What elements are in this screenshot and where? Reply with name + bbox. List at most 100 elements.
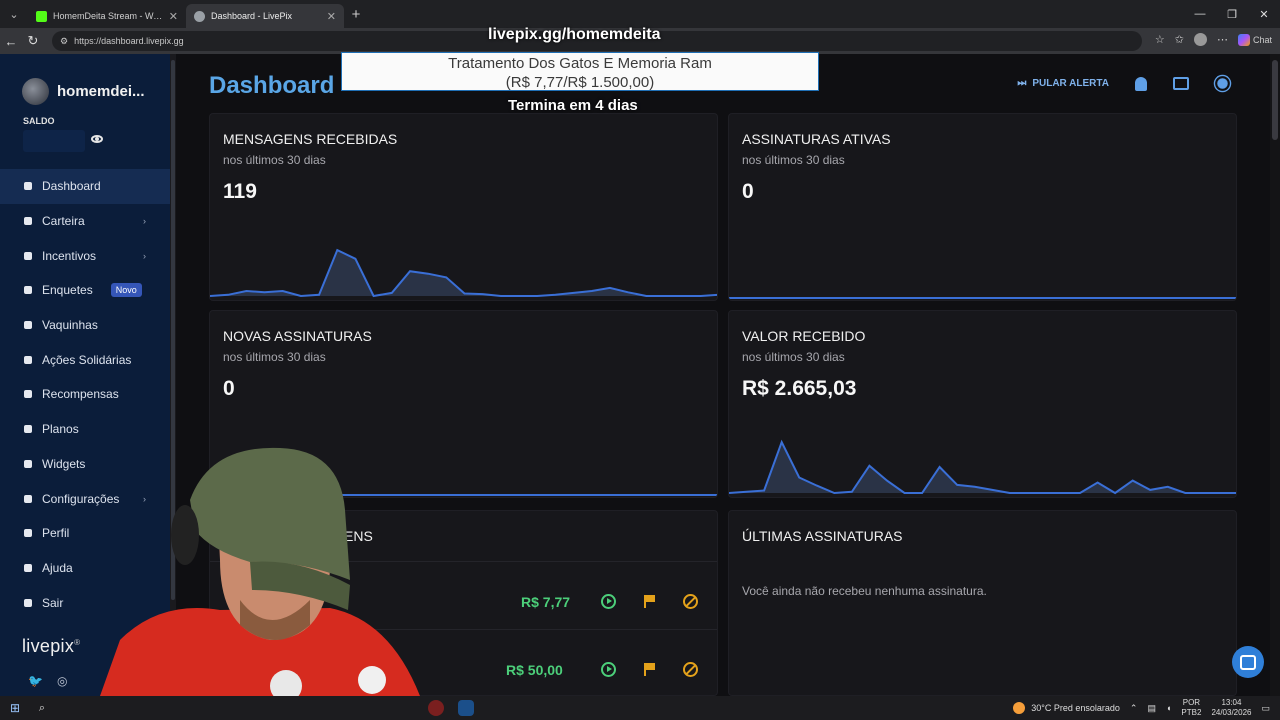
webcam-cap <box>190 447 350 580</box>
app-obs-icon[interactable] <box>428 700 444 716</box>
sidebar-item-gift[interactable]: Recompensas <box>0 377 170 412</box>
url-field[interactable]: ⚙ https://dashboard.livepix.gg <box>52 31 1142 51</box>
tray-chevron-icon[interactable]: ⌃ <box>1129 702 1138 713</box>
page-title: Dashboard <box>209 72 335 99</box>
balance-hidden-value <box>23 130 85 152</box>
weather-sun-icon <box>1013 702 1026 714</box>
chat-label: Chat <box>1252 34 1272 45</box>
sidebar-item-gear[interactable]: Configurações › <box>0 481 170 516</box>
flag-icon[interactable] <box>644 663 655 676</box>
message-amount: R$ 50,00 <box>506 662 563 678</box>
copilot-icon <box>1237 33 1250 46</box>
webcam-shirt <box>100 608 420 696</box>
card-active-subscriptions: ASSINATURAS ATIVAS nos últimos 30 dias 0 <box>728 113 1237 301</box>
empty-state-text: Você ainda não recebeu nenhuma assinatur… <box>742 584 987 598</box>
sidebar-item-widgets[interactable]: Widgets <box>0 447 170 482</box>
card-subtitle: nos últimos 30 dias <box>223 350 326 364</box>
sidebar-item-user[interactable]: Perfil <box>0 516 170 551</box>
clock-time: 13:04 <box>1221 698 1242 707</box>
sidebar-scrollbar[interactable] <box>170 54 176 696</box>
copilot-chat-button[interactable]: Chat <box>1237 33 1272 46</box>
logout-icon <box>24 598 32 607</box>
tab-homemdeita-stream[interactable]: HomemDeita Stream - Watch Live ✕ <box>28 4 186 28</box>
sidebar-item-help[interactable]: Ajuda <box>0 551 170 586</box>
card-value-received: VALOR RECEBIDO nos últimos 30 dias R$ 2.… <box>728 310 1237 498</box>
sidebar-item-dashboard[interactable]: Dashboard <box>0 169 170 204</box>
sidebar-item-piggy-bank[interactable]: Vaquinhas <box>0 308 170 343</box>
close-icon[interactable]: ✕ <box>168 10 178 23</box>
instagram-icon[interactable]: ◎ <box>56 674 68 688</box>
eye-icon[interactable] <box>91 135 103 143</box>
favorite-star-icon[interactable]: ☆ <box>1154 34 1165 46</box>
close-icon[interactable]: ✕ <box>326 10 336 23</box>
tray-volume-icon[interactable]: ◖ <box>1165 703 1172 713</box>
notification-icon[interactable]: ▭ <box>1261 702 1270 713</box>
card-latest-subscriptions: ÚLTIMAS ASSINATURAS Você ainda não receb… <box>728 510 1237 696</box>
profile-avatar-icon[interactable] <box>1193 33 1207 46</box>
tab-dashboard-livepix[interactable]: Dashboard - LivePix ✕ <box>186 4 344 28</box>
collections-icon[interactable]: ✩ <box>1174 34 1184 46</box>
theme-sun-icon[interactable] <box>1217 78 1228 89</box>
card-title: MENSAGENS RECEBIDAS <box>223 131 398 147</box>
card-messages: MENSAGENS RECEBIDAS nos últimos 30 dias … <box>209 113 718 301</box>
site-info-icon[interactable]: ⚙ <box>60 35 69 46</box>
sidebar-item-label: Configurações <box>42 491 120 506</box>
tray-network-icon[interactable]: ▤ <box>1147 702 1156 713</box>
tab-search-icon[interactable]: ⌄ <box>9 8 19 21</box>
taskbar-search-icon[interactable]: ⌕ <box>38 701 46 714</box>
skip-alert-button[interactable]: ⏭ PULAR ALERTA <box>1017 78 1109 89</box>
weather-widget[interactable]: 30°C Pred ensolarado <box>1013 702 1120 714</box>
play-icon[interactable] <box>601 662 616 677</box>
back-button[interactable]: ← <box>4 33 18 49</box>
play-icon[interactable] <box>601 594 616 609</box>
windows-taskbar: ⊞ ⌕ 30°C Pred ensolarado ⌃ ▤ ◖ POR PTB2 … <box>0 696 1280 720</box>
sparkline-area <box>210 250 717 296</box>
clock[interactable]: 13:04 24/03/2026 <box>1211 698 1251 718</box>
sidebar-item-label: Ações Solidárias <box>42 352 132 367</box>
windows-start-icon[interactable]: ⊞ <box>9 701 21 715</box>
sidebar-item-logout[interactable]: Sair <box>0 585 170 620</box>
more-menu-icon[interactable]: ⋯ <box>1216 34 1228 46</box>
ban-icon[interactable] <box>683 594 698 609</box>
minimize-button[interactable]: — <box>1194 8 1206 20</box>
bell-icon[interactable] <box>1135 76 1147 91</box>
received-sparkline <box>729 439 1236 495</box>
sidebar-item-wallet[interactable]: Carteira › <box>0 204 170 239</box>
card-subtitle: nos últimos 30 dias <box>223 153 326 167</box>
sidebar-item-heart-hands[interactable]: Ações Solidárias <box>0 342 170 377</box>
livepix-favicon-icon <box>194 10 205 22</box>
maximize-button[interactable]: ❐ <box>1227 8 1237 21</box>
layout-icon[interactable] <box>1173 77 1189 90</box>
sidebar-item-sparkles[interactable]: Incentivos › <box>0 238 170 273</box>
weather-text: 30°C Pred ensolarado <box>1031 703 1120 713</box>
support-chat-button[interactable] <box>1232 646 1264 678</box>
sidebar-item-label: Ajuda <box>42 560 73 575</box>
help-icon <box>24 563 32 572</box>
flag-icon[interactable] <box>644 595 655 608</box>
lang-line-1: POR <box>1182 698 1201 707</box>
twitter-icon[interactable]: 🐦 <box>28 674 43 688</box>
messages-sparkline <box>210 248 717 298</box>
chevron-right-icon: › <box>143 493 146 504</box>
sidebar-item-label: Carteira <box>42 214 85 229</box>
close-window-button[interactable]: ✕ <box>1259 8 1269 21</box>
main-scrollbar[interactable] <box>1270 54 1280 696</box>
sidebar-item-label: Enquetes <box>42 283 93 298</box>
clock-date: 24/03/2026 <box>1211 708 1252 717</box>
new-tab-button[interactable]: + <box>351 5 361 23</box>
wallet-icon <box>24 217 32 226</box>
dashboard-icon <box>24 182 32 191</box>
message-row[interactable]: R$ 50,00 <box>210 629 717 695</box>
header-actions: ⏭ PULAR ALERTA <box>1017 76 1230 91</box>
ban-icon[interactable] <box>683 662 698 677</box>
profile[interactable]: homemdei... <box>22 78 145 105</box>
card-title: ENS <box>344 528 373 544</box>
sparkline-line <box>210 248 717 298</box>
language-indicator[interactable]: POR PTB2 <box>1181 698 1201 718</box>
sidebar-item-plans[interactable]: Planos <box>0 412 170 447</box>
reload-button[interactable]: ↻ <box>27 33 39 48</box>
message-row[interactable]: R$ 7,77 <box>210 561 717 629</box>
app-steam-icon[interactable] <box>458 700 474 716</box>
user-icon <box>24 529 32 538</box>
sidebar-item-poll[interactable]: Enquetes Novo <box>0 273 170 308</box>
